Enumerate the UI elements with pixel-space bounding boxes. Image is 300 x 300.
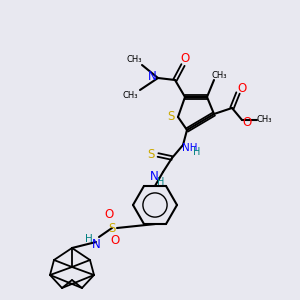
Text: O: O	[180, 52, 190, 64]
Text: CH₃: CH₃	[126, 56, 142, 64]
Text: NH: NH	[182, 143, 198, 153]
Text: N: N	[92, 238, 100, 250]
Text: CH₃: CH₃	[122, 91, 138, 100]
Text: O: O	[242, 116, 252, 128]
Text: N: N	[150, 169, 158, 182]
Text: O: O	[104, 208, 114, 221]
Text: S: S	[108, 221, 116, 235]
Text: CH₃: CH₃	[211, 70, 227, 80]
Text: H: H	[85, 234, 93, 244]
Text: S: S	[167, 110, 175, 124]
Text: O: O	[110, 233, 120, 247]
Text: S: S	[147, 148, 155, 160]
Text: H: H	[193, 147, 201, 157]
Text: O: O	[237, 82, 247, 94]
Text: H: H	[157, 177, 165, 187]
Text: N: N	[148, 70, 156, 83]
Text: CH₃: CH₃	[256, 116, 272, 124]
